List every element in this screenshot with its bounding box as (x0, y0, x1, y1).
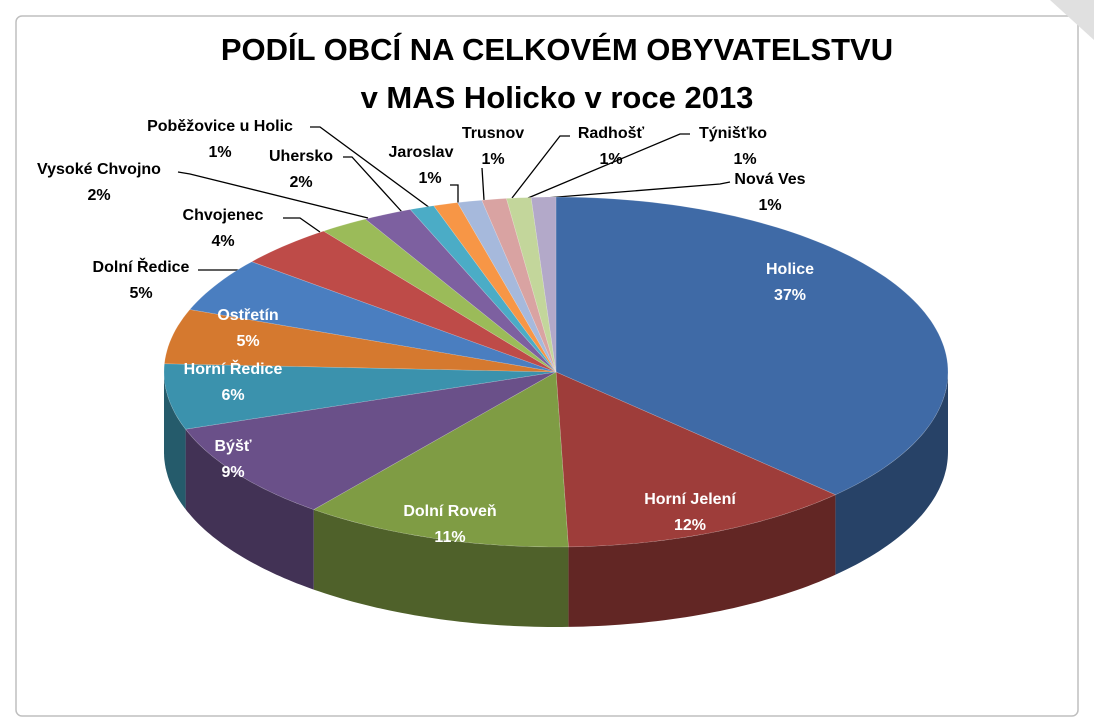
slice-value-label: 4% (211, 233, 234, 250)
slice-label: Vysoké Chvojno (37, 161, 161, 178)
pie (163, 196, 949, 627)
slice (555, 371, 837, 548)
slice-label: Chvojenec (183, 207, 264, 224)
chart-subtitle: v MAS Holicko v roce 2013 (361, 80, 754, 115)
slice-side (313, 509, 569, 627)
slice-label: Horní Jelení (644, 491, 736, 508)
slice (364, 209, 557, 373)
leader-line (450, 184, 459, 204)
slice-side (164, 372, 186, 510)
slice (322, 218, 557, 373)
slice-label: Týnišťko (699, 125, 767, 142)
leader-line (310, 126, 431, 209)
slice-label: Jaroslav (389, 144, 454, 161)
slice-value-label: 12% (674, 517, 706, 534)
slice-label: Uhersko (269, 148, 333, 165)
slice-label: Dolní Ředice (93, 257, 190, 276)
slice-side (185, 429, 314, 590)
slice (164, 309, 557, 373)
slice (185, 371, 557, 510)
leader-line (481, 167, 485, 201)
slice (530, 196, 557, 373)
slice (312, 371, 569, 548)
slice-side (568, 494, 836, 627)
slice-label: Poběžovice u Holic (147, 118, 293, 135)
slice (251, 230, 557, 373)
slice (163, 363, 557, 430)
leader-line (544, 181, 731, 199)
slice-label: Horní Ředice (184, 359, 283, 378)
slice-value-label: 1% (758, 197, 781, 214)
slice-value-label: 5% (236, 333, 259, 350)
leader-line (527, 133, 690, 199)
slice-value-label: 9% (221, 464, 244, 481)
slice-value-label: 2% (87, 187, 110, 204)
slice-value-label: 5% (129, 285, 152, 302)
slice (555, 196, 949, 496)
slice-value-label: 37% (774, 287, 806, 304)
slice-label: Holice (766, 261, 814, 278)
slice (189, 261, 557, 373)
chart-title: PODÍL OBCÍ NA CELKOVÉM OBYVATELSTVU (221, 32, 893, 67)
slice-value-label: 11% (434, 529, 465, 546)
leader-line (283, 217, 321, 233)
slice-value-label: 2% (289, 174, 312, 191)
slice-value-label: 1% (418, 170, 441, 187)
leader-line (343, 156, 403, 213)
slice-label: Dolní Roveň (403, 503, 496, 520)
slice-side (835, 372, 948, 575)
slice-label: Radhošť (578, 125, 645, 142)
slice-value-label: 1% (481, 151, 504, 168)
page-corner (1050, 0, 1094, 40)
labels: Holice 37% Horní Jelení 12% Dolní Roveň 11% Bý… (37, 118, 814, 546)
slice-value-label: 6% (221, 387, 244, 404)
leader-line (177, 171, 369, 219)
leader-line (511, 135, 570, 199)
slice-label: Trusnov (462, 125, 524, 142)
slice-value-label: 1% (208, 144, 231, 161)
slice-value-label: 1% (599, 151, 622, 168)
slice-label: Býšť (214, 438, 251, 455)
slice-label: Ostřetín (217, 307, 278, 324)
slice-value-label: 1% (733, 151, 756, 168)
slice-label: Nová Ves (734, 171, 805, 188)
